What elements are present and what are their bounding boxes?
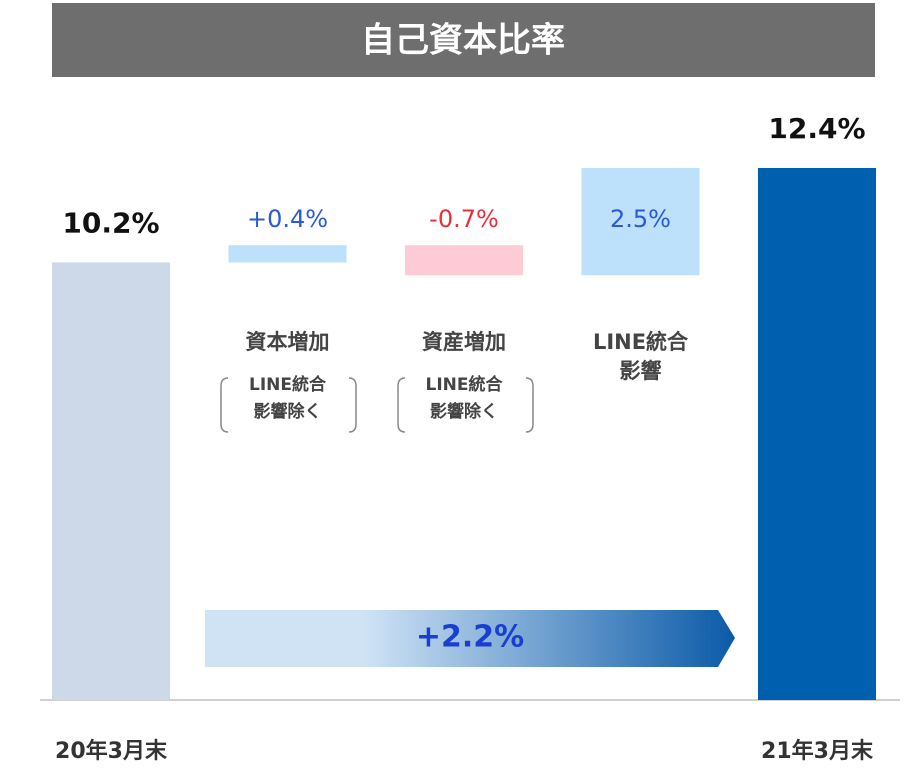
chart-title: 自己資本比率 (361, 21, 565, 61)
category-label: 資本増加 (245, 330, 330, 354)
value-label: +0.4% (247, 205, 328, 233)
bracket (397, 377, 534, 433)
bracket (220, 377, 357, 433)
title-bar (52, 3, 875, 77)
category-label: 21年3月末 (761, 738, 874, 764)
bar (581, 168, 700, 276)
change-label: +2.2% (416, 620, 524, 655)
bar (758, 168, 876, 700)
category-label: 資産増加 (422, 330, 506, 354)
value-label: -0.7% (429, 205, 499, 233)
bar (52, 262, 170, 700)
value-label: 12.4% (768, 112, 865, 145)
value-label: 10.2% (62, 206, 159, 239)
bar (405, 245, 523, 276)
category-note: LINE統合影響除く (425, 375, 503, 423)
change-arrow (205, 610, 735, 667)
category-label: 20年3月末 (55, 738, 168, 764)
bar (228, 245, 347, 263)
value-label: 2.5% (610, 205, 671, 233)
category-label: LINE統合影響 (592, 330, 689, 384)
category-note: LINE統合影響除く (249, 375, 326, 423)
